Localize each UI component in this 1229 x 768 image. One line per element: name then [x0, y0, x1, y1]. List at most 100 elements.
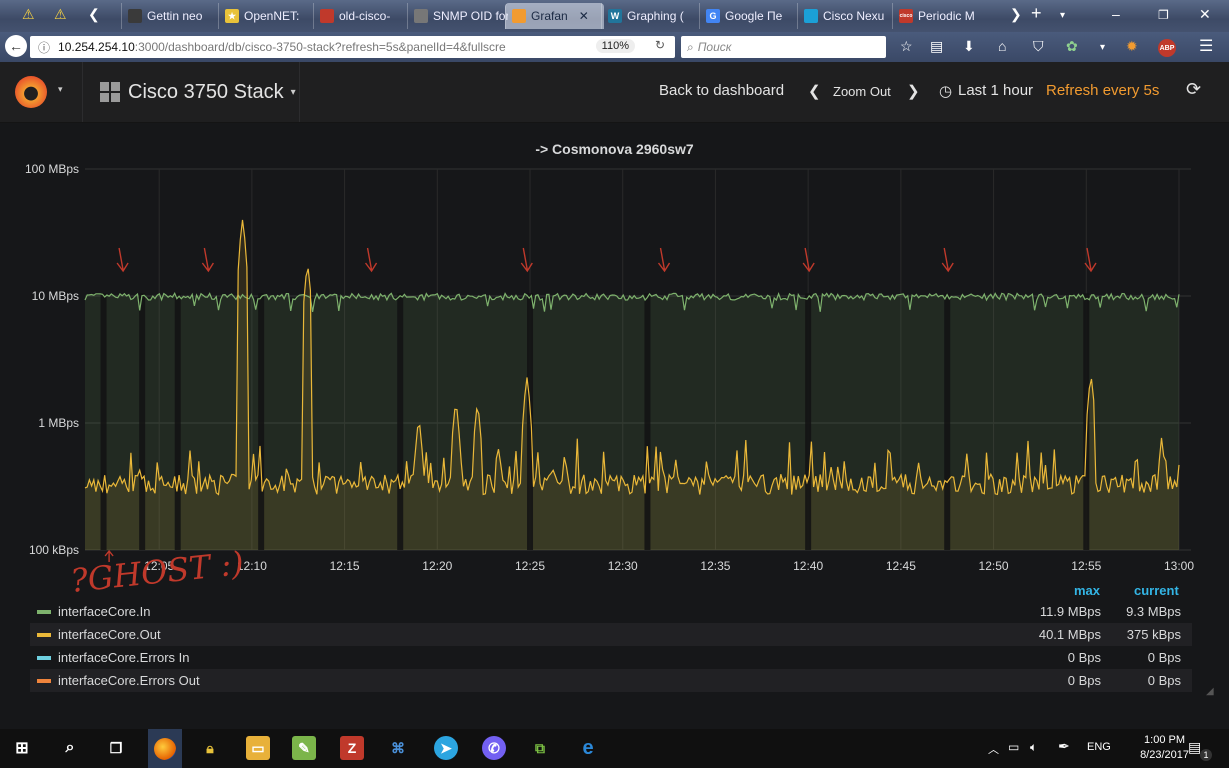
language-indicator[interactable]: ENG	[1087, 741, 1111, 753]
home-icon[interactable]: ⌂	[998, 38, 1007, 54]
new-tab-icon[interactable]: +	[1031, 3, 1042, 23]
back-to-dashboard-button[interactable]: Back to dashboard	[659, 82, 785, 99]
dashboard-picker[interactable]: Cisco 3750 Stack ▾	[82, 62, 300, 122]
series-out-line	[84, 219, 1180, 496]
graph-panel[interactable]: 100 MBps 10 MBps 1 MBps 100 kBps 12:05 12:10 1…	[0, 160, 1229, 610]
zoom-out-button[interactable]: Zoom Out	[833, 84, 891, 99]
refresh-interval-button[interactable]: Refresh every 5s	[1046, 82, 1160, 99]
minimize-icon[interactable]: –	[1112, 6, 1120, 22]
browser-tab[interactable]: Cisco Nexu	[797, 3, 895, 29]
grafana-top-nav: ▾ Cisco 3750 Stack ▾ Back to dashboard ❮…	[0, 62, 1229, 123]
time-range-button[interactable]: Last 1 hour	[958, 82, 1034, 99]
network-tool-icon[interactable]: ⌘	[391, 739, 405, 756]
viber-icon[interactable]: ✆	[482, 736, 506, 760]
grafana-logo-icon[interactable]	[15, 76, 47, 108]
time-shift-forward-icon[interactable]: ❯	[907, 83, 920, 100]
time-shift-back-icon[interactable]: ❮	[808, 83, 821, 100]
browser-tab[interactable]: G Google Пе	[699, 3, 800, 29]
browser-tab[interactable]: W Graphing (	[601, 3, 702, 29]
search-icon[interactable]: ⌕	[65, 739, 75, 756]
tab-title: Periodic M	[918, 9, 975, 23]
extension-menu-icon[interactable]: ▾	[1100, 42, 1106, 53]
browser-tab[interactable]: old-cisco-	[313, 3, 410, 29]
back-icon[interactable]: ←	[5, 35, 27, 57]
pen-icon[interactable]: ✒	[1058, 738, 1070, 754]
browser-tab[interactable]: ★ OpenNET:	[218, 3, 316, 29]
legend-item[interactable]: interfaceCore.Errors Out 0 Bps 0 Bps	[30, 669, 1192, 692]
ghost-annotation: ?GHOST :)	[69, 544, 246, 600]
legend-color-swatch[interactable]	[37, 678, 51, 683]
address-bar[interactable]: ⓘ 10.254.254.10 :3000/dashboard/db/cisco…	[30, 36, 675, 58]
data-gap-band	[805, 293, 812, 550]
legend-header-max[interactable]: max	[1074, 583, 1101, 598]
browser-tab[interactable]: SNMP OID for	[407, 3, 508, 29]
dashboard-title: Cisco 3750 Stack	[128, 80, 284, 103]
keepass-icon[interactable]: 🔒︎	[206, 739, 214, 756]
legend-color-swatch[interactable]	[37, 632, 51, 637]
tray-chevron-icon[interactable]: ︿	[988, 744, 999, 756]
zoom-level[interactable]: 110%	[595, 39, 635, 53]
extension-icon[interactable]: ✿	[1066, 38, 1078, 54]
adblock-icon[interactable]: ABP	[1158, 39, 1176, 57]
vmware-icon[interactable]: ⧉	[535, 739, 545, 756]
x-tick-label: 12:10	[237, 559, 267, 573]
task-view-icon[interactable]: ❐	[109, 739, 123, 756]
pocket-icon[interactable]: ⛉	[1033, 38, 1044, 54]
browser-tab[interactable]: Gettin neo	[121, 3, 221, 29]
tabs-scroll-left-icon[interactable]: ❮	[88, 6, 100, 22]
info-icon[interactable]: ⓘ	[38, 40, 51, 55]
dashboard-grid-icon	[100, 82, 120, 102]
clock[interactable]: 1:00 PM 8/23/2017	[1140, 733, 1189, 763]
edge-icon[interactable]: e	[582, 736, 594, 759]
tab-title: old-cisco-	[339, 9, 391, 23]
bookmark-star-icon[interactable]: ☆	[900, 38, 913, 54]
windows-start-icon[interactable]: ⊞	[15, 740, 29, 757]
resize-handle-icon[interactable]: ◢	[1206, 686, 1214, 697]
file-explorer-icon[interactable]: ▭	[246, 736, 270, 760]
browser-tab[interactable]: Grafan ✕	[505, 3, 604, 29]
legend-series-name[interactable]: interfaceCore.Out	[58, 627, 161, 642]
legend-item[interactable]: interfaceCore.Out 40.1 MBps 375 kBps	[30, 623, 1192, 646]
maximize-icon[interactable]: ❐	[1158, 8, 1169, 22]
y-tick-label: 100 MBps	[25, 162, 79, 176]
close-tab-icon[interactable]: ✕	[578, 9, 589, 23]
search-icon: ⌕	[687, 39, 694, 54]
notifications-icon[interactable]: ▤	[1188, 739, 1202, 755]
legend-series-name[interactable]: interfaceCore.In	[58, 604, 151, 619]
volume-icon[interactable]: 🔈︎	[1030, 740, 1038, 754]
chevron-down-icon[interactable]: ▾	[58, 84, 63, 94]
legend-series-name[interactable]: interfaceCore.Errors Out	[58, 673, 200, 688]
legend-color-swatch[interactable]	[37, 609, 51, 614]
battery-icon[interactable]: ▭	[1008, 740, 1020, 754]
legend-color-swatch[interactable]	[37, 655, 51, 660]
filezilla-icon[interactable]: Z	[340, 736, 364, 760]
tab-title: Graphing (	[627, 9, 684, 23]
warning-icon: ⚠	[54, 6, 67, 22]
firefox-taskbar-icon[interactable]	[148, 729, 182, 768]
firebug-icon[interactable]: ✹	[1126, 38, 1138, 54]
notepad-plus-icon[interactable]: ✎	[292, 736, 316, 760]
legend-max-value: 11.9 MBps	[1039, 604, 1101, 619]
legend-item[interactable]: interfaceCore.In 11.9 MBps 9.3 MBps	[30, 600, 1192, 623]
close-window-icon[interactable]: ✕	[1199, 6, 1211, 22]
download-icon[interactable]: ⬇	[963, 38, 975, 54]
x-tick-label: 12:15	[330, 559, 360, 573]
reload-icon[interactable]: ↻	[654, 38, 665, 52]
browser-tab[interactable]: cisco Periodic M	[892, 3, 987, 29]
annotation-arrow	[657, 247, 671, 273]
tabs-scroll-right-icon[interactable]: ❯	[1010, 6, 1022, 22]
tab-favicon-icon: cisco	[899, 9, 913, 23]
tab-list-icon[interactable]: ▾	[1060, 10, 1066, 21]
clock-time: 1:00 PM	[1144, 734, 1186, 746]
search-input[interactable]: ⌕ Поиск	[681, 36, 886, 58]
refresh-icon[interactable]: ⟳	[1186, 79, 1202, 99]
legend-series-name[interactable]: interfaceCore.Errors In	[58, 650, 190, 665]
panel-title[interactable]: -> Cosmonova 2960sw7	[535, 141, 694, 157]
annotation-arrow	[1084, 247, 1097, 273]
telegram-icon[interactable]: ➤	[434, 736, 458, 760]
menu-icon[interactable]: ☰	[1199, 38, 1214, 55]
tab-favicon-icon	[128, 9, 142, 23]
legend-header-current[interactable]: current	[1134, 583, 1179, 598]
legend-item[interactable]: interfaceCore.Errors In 0 Bps 0 Bps	[30, 646, 1192, 669]
reader-list-icon[interactable]: ▤	[930, 38, 944, 54]
